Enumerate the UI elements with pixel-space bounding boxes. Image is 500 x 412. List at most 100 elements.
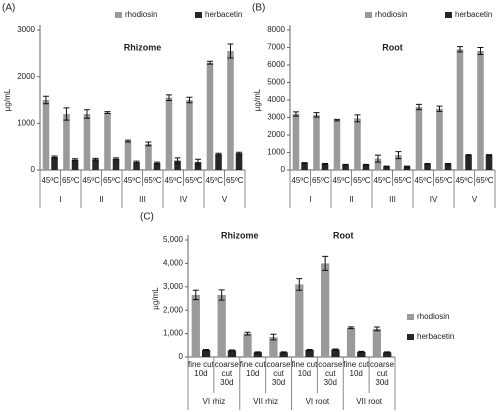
x-tick-label: 45ºC [41,176,59,185]
error-bar [436,105,443,112]
x-tick-label: 45ºC [123,176,141,185]
x-tick-label: 65ºC [226,176,244,185]
x-tick-label: 30d [272,378,285,387]
group-label: I [59,195,61,204]
x-tick-label: fine cut [343,360,370,369]
chart-title: Root [382,42,403,52]
error-bar [42,95,49,105]
x-tick-label: coarse [318,360,343,369]
group-label: IV [180,195,188,204]
legend-label: rhodiosin [417,312,449,321]
bar [153,163,161,170]
bar [227,350,237,357]
x-tick-label: 30d [324,378,337,387]
chart-title: Rhizome [124,42,162,52]
bar [424,163,431,170]
error-bar [63,107,70,121]
error-bar [373,326,380,332]
x-tick-label: 65ºC [476,176,494,185]
error-bar [322,163,329,165]
group-label: VII root [356,397,383,406]
error-bar [465,154,472,157]
bar [357,351,366,357]
error-bar [332,348,339,351]
bar [477,51,484,170]
error-bar [227,43,234,59]
group-label: IV [430,195,438,204]
bar [374,158,382,170]
y-tick-label: 2000 [267,130,285,139]
x-tick-label: 65ºC [353,176,371,185]
bar [227,51,234,170]
y-tick-label: 0 [179,352,184,361]
bar [415,107,423,170]
legend-label: herbacetin [205,10,242,19]
legend-swatch [365,12,372,18]
error-bar [445,163,452,165]
bar [342,164,349,170]
panel-label: (B) [252,3,265,14]
bar [124,141,132,170]
error-bar [192,289,199,301]
bar [206,62,214,170]
bar [333,120,341,170]
error-bar [104,111,111,115]
bar [63,114,70,170]
x-tick-label: 65ºC [394,176,412,185]
error-bar [486,154,493,157]
error-bar [83,109,90,119]
error-bar [133,160,140,164]
bar [217,294,226,357]
legend-swatch [407,314,414,320]
bar [383,166,390,170]
error-bar [254,351,261,354]
error-bar [72,158,79,162]
x-tick-label: 10d [350,369,363,378]
error-bar [228,349,235,352]
x-tick-label: 45ºC [164,176,182,185]
x-tick-label: 45ºC [455,176,473,185]
bar [362,164,370,170]
error-bar [424,163,431,165]
x-tick-label: 45ºC [373,176,391,185]
bar [104,112,111,170]
group-label: II [99,195,103,204]
bar [395,155,402,170]
group-label: II [349,195,353,204]
x-tick-label: fine cut [292,360,319,369]
panel-label: (C) [140,212,154,223]
bar [133,162,140,170]
y-axis-label: µg/mL [151,287,160,310]
y-tick-label: 5,000 [163,235,184,244]
x-tick-label: 45ºC [205,176,223,185]
bar [243,333,252,357]
group-label: VI rhiz [203,397,226,406]
x-tick-label: 10d [298,369,311,378]
y-tick-label: 3000 [267,113,285,122]
x-tick-label: 30d [220,378,233,387]
x-tick-label: 30d [375,378,388,387]
y-tick-label: 1000 [17,118,35,127]
bar [485,155,493,170]
error-bar [203,349,210,351]
bar [112,158,120,170]
error-bar [415,103,422,111]
x-tick-label: cut [377,369,388,378]
error-bar [354,114,361,123]
bar [51,156,58,170]
x-tick-label: 45ºC [332,176,350,185]
bar [465,155,472,170]
y-tick-label: 3,000 [163,282,184,291]
x-tick-label: cut [325,369,336,378]
error-bar [306,349,313,351]
x-tick-label: 45ºC [291,176,309,185]
legend-label: herbacetin [417,332,454,341]
bar [42,100,50,170]
bar [354,118,361,170]
group-label: VI root [306,397,330,406]
error-bar [206,60,213,65]
error-bar [313,112,320,118]
y-axis-label: µg/mL [253,88,262,111]
bar [186,100,193,170]
error-bar [292,111,299,117]
